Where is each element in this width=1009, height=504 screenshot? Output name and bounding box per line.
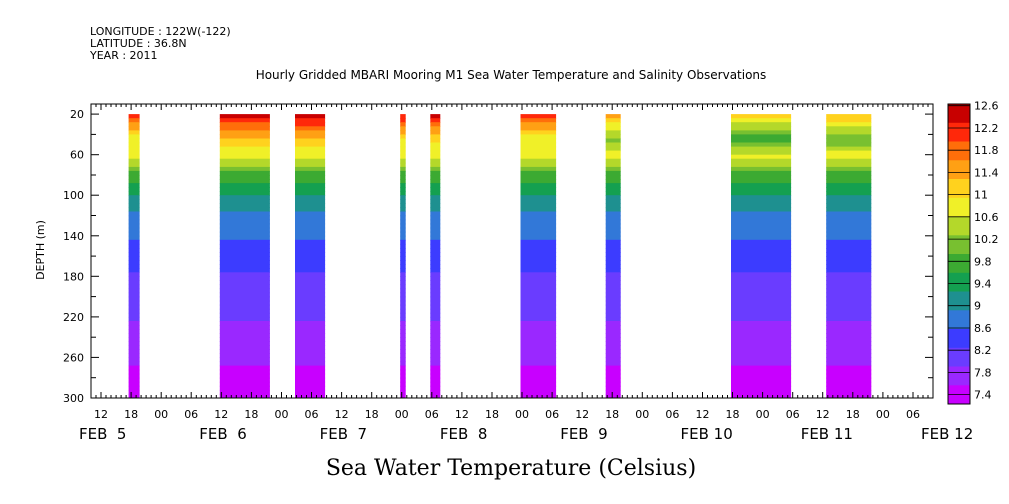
x-tick-label: 12 <box>214 408 228 421</box>
bottom-title: Sea Water Temperature (Celsius) <box>326 456 696 481</box>
colorbar-label: 8.2 <box>974 344 992 357</box>
colorbar-label: 9 <box>974 300 981 313</box>
chart-title: Hourly Gridded MBARI Mooring M1 Sea Wate… <box>256 68 767 82</box>
colorbar-label: 7.8 <box>974 366 992 379</box>
colorbar-label: 11.4 <box>974 166 999 179</box>
colorbar-label: 12.6 <box>974 100 999 113</box>
x-tick-label: 00 <box>876 408 890 421</box>
axes <box>90 104 934 399</box>
colorbar-label: 7.4 <box>974 389 992 402</box>
x-tick-label: 12 <box>696 408 710 421</box>
x-day-label: FEB 11 <box>801 425 853 443</box>
y-tick-label: 180 <box>63 270 84 283</box>
x-tick-label: 18 <box>846 408 860 421</box>
colorbar-label: 9.4 <box>974 278 992 291</box>
x-tick-label: 00 <box>154 408 168 421</box>
colorbar-label: 10.2 <box>974 233 999 246</box>
year-label: YEAR : 2011 <box>89 49 158 62</box>
data-segment <box>219 114 270 398</box>
x-tick-label: 18 <box>485 408 499 421</box>
colorbar-swatch <box>948 141 970 161</box>
x-tick-label: 00 <box>275 408 289 421</box>
data-segment <box>731 114 792 398</box>
y-tick-label: 100 <box>63 189 84 202</box>
x-day-label: FEB 12 <box>921 425 973 443</box>
y-tick-label: 60 <box>70 149 84 162</box>
x-day-label: FEB 9 <box>560 425 607 443</box>
colorbar-swatch <box>948 347 970 367</box>
y-axis-labels: 20 60 100 140 180 220 260 300 <box>63 108 84 405</box>
x-day-label: FEB 6 <box>199 425 246 443</box>
y-tick-label: 140 <box>63 230 84 243</box>
data-segment <box>605 114 621 398</box>
data-segment <box>826 114 872 398</box>
x-tick-label: 06 <box>786 408 800 421</box>
y-tick-label: 300 <box>63 392 84 405</box>
data-segment <box>520 114 557 398</box>
plot-frame <box>90 103 934 399</box>
y-tick-label: 20 <box>70 108 84 121</box>
data-segment <box>400 114 406 398</box>
x-tick-label: 06 <box>906 408 920 421</box>
colorbar: 12.6 12.2 11.8 11.4 11 10.6 10.2 9.8 9.4 9 8.6 8.2 7… <box>947 100 999 405</box>
y-axis-title: DEPTH (m) <box>34 220 47 280</box>
y-tick-label: 260 <box>63 351 84 364</box>
x-tick-label: 12 <box>335 408 349 421</box>
colorbar-swatch <box>948 272 970 292</box>
latitude-label: LATITUDE : 36.8N <box>90 37 187 50</box>
x-tick-label: 00 <box>635 408 649 421</box>
x-tick-label: 12 <box>94 408 108 421</box>
x-tick-label: 00 <box>395 408 409 421</box>
colorbar-swatch <box>948 122 970 142</box>
x-tick-label: 18 <box>605 408 619 421</box>
x-tick-label: 06 <box>425 408 439 421</box>
x-day-label: FEB 8 <box>440 425 487 443</box>
longitude-label: LONGITUDE : 122W(-122) <box>90 25 231 38</box>
colorbar-swatch <box>948 254 970 274</box>
colorbar-swatch <box>948 329 970 349</box>
colorbar-swatch <box>948 216 970 236</box>
colorbar-swatch <box>948 235 970 255</box>
x-day-label: FEB 10 <box>681 425 733 443</box>
x-axis-labels: 12 18 00 06 12 18 00 06 12 18 00 06 12 18 00 06 12 18 00 06… <box>79 408 973 443</box>
x-tick-label: 06 <box>545 408 559 421</box>
x-tick-label: 18 <box>365 408 379 421</box>
x-tick-label: 00 <box>756 408 770 421</box>
colorbar-swatch <box>948 310 970 330</box>
data-segment <box>430 114 441 398</box>
colorbar-label: 12.2 <box>974 122 999 135</box>
colorbar-swatch <box>948 179 970 199</box>
x-tick-label: 12 <box>575 408 589 421</box>
x-tick-label: 06 <box>665 408 679 421</box>
temperature-field <box>128 114 872 398</box>
data-segment <box>295 114 326 398</box>
colorbar-label: 10.6 <box>974 211 999 224</box>
data-segment <box>128 114 140 398</box>
colorbar-swatch <box>948 366 970 386</box>
x-tick-label: 06 <box>305 408 319 421</box>
x-tick-label: 18 <box>124 408 138 421</box>
y-tick-label: 220 <box>63 311 84 324</box>
colorbar-swatch <box>948 197 970 217</box>
x-tick-label: 00 <box>515 408 529 421</box>
colorbar-label: 11 <box>974 189 988 202</box>
x-day-label: FEB 7 <box>320 425 367 443</box>
colorbar-label: 8.6 <box>974 322 992 335</box>
x-tick-label: 12 <box>816 408 830 421</box>
x-tick-label: 06 <box>184 408 198 421</box>
colorbar-swatch <box>948 160 970 180</box>
colorbar-label: 11.8 <box>974 144 999 157</box>
x-day-label: FEB 5 <box>79 425 126 443</box>
x-tick-label: 12 <box>455 408 469 421</box>
colorbar-swatch <box>948 104 970 124</box>
colorbar-swatch <box>948 291 970 311</box>
colorbar-label: 9.8 <box>974 255 992 268</box>
x-tick-label: 18 <box>244 408 258 421</box>
x-tick-label: 18 <box>726 408 740 421</box>
